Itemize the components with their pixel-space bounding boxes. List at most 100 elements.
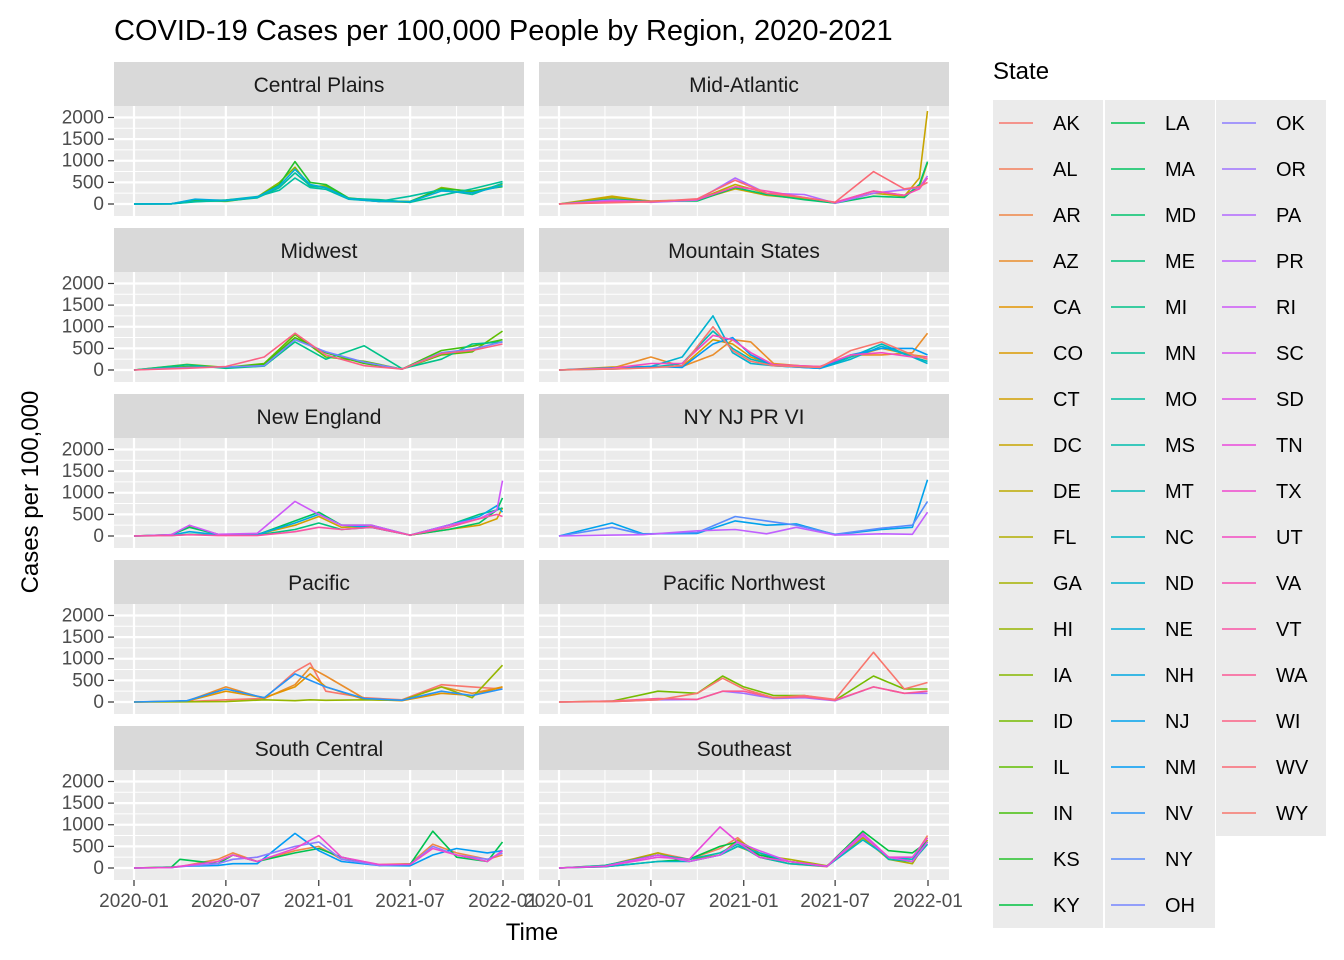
series-lines <box>133 160 503 205</box>
x-tick-label: 2022-01 <box>468 891 538 912</box>
panel-mid-atlantic: Mid-Atlantic <box>539 62 949 216</box>
legend-entry-mn: MN <box>1111 343 1196 365</box>
legend-entry-wa: WA <box>1222 665 1308 687</box>
y-tick-label: 500 <box>72 670 104 691</box>
x-tick-label: 2020-07 <box>616 891 686 912</box>
legend-label: GA <box>1053 573 1083 595</box>
legend-label: MD <box>1165 205 1196 227</box>
legend-entry-nd: ND <box>1111 573 1194 595</box>
x-tick-label: 2021-01 <box>709 891 779 912</box>
legend-entry-sd: SD <box>1222 389 1304 411</box>
legend-entry-wy: WY <box>1222 803 1308 825</box>
legend: State AK AL AR AZ CA CO CT DC DE FL GA HI IA ID IL IN KS… <box>993 58 1326 928</box>
legend-entry-sc: SC <box>1222 343 1304 365</box>
facet-strip <box>114 560 524 604</box>
legend-entry-vt: VT <box>1222 619 1302 641</box>
legend-label: CA <box>1053 297 1081 319</box>
series-lines <box>133 480 504 537</box>
series-line-pr <box>558 511 929 537</box>
legend-entry-hi: HI <box>999 619 1073 641</box>
legend-label: WV <box>1276 757 1309 779</box>
legend-entry-oh: OH <box>1111 895 1195 917</box>
y-tick-label: 1000 <box>62 483 104 504</box>
y-tick-label: 500 <box>72 504 104 525</box>
legend-entry-nc: NC <box>1111 527 1194 549</box>
legend-label: IL <box>1053 757 1070 779</box>
legend-entry-ma: MA <box>1111 159 1196 181</box>
facet-label: New England <box>257 406 382 429</box>
facet-strip <box>539 560 949 604</box>
facet-strip <box>114 228 524 272</box>
series-line-wa <box>558 686 928 703</box>
series-line-wv <box>558 170 928 205</box>
series-lines <box>558 651 928 703</box>
series-line-la <box>133 830 504 869</box>
legend-entry-ny: NY <box>1111 849 1193 871</box>
legend-entry-wv: WV <box>1222 757 1309 779</box>
series-line-mo <box>133 177 503 205</box>
legend-label: WY <box>1276 803 1308 825</box>
x-tick-label: 2022-01 <box>893 891 963 912</box>
x-tick-label: 2021-01 <box>284 891 354 912</box>
legend-entry-mo: MO <box>1111 389 1197 411</box>
legend-entry-ut: UT <box>1222 527 1303 549</box>
legend-entry-az: AZ <box>999 251 1079 273</box>
legend-entry-fl: FL <box>999 527 1076 549</box>
y-axis-title: Cases per 100,000 <box>17 391 44 594</box>
legend-entry-ar: AR <box>999 205 1081 227</box>
legend-label: NM <box>1165 757 1196 779</box>
series-line-ne <box>133 168 503 205</box>
legend-column-background <box>1105 100 1215 928</box>
legend-entry-ri: RI <box>1222 297 1296 319</box>
legend-label: CT <box>1053 389 1080 411</box>
legend-label: TN <box>1276 435 1303 457</box>
legend-column-background <box>993 100 1103 928</box>
x-tick-label: 2021-07 <box>800 891 870 912</box>
series-line-wi <box>133 332 503 371</box>
x-tick-label: 2020-01 <box>524 891 594 912</box>
legend-label: MI <box>1165 297 1187 319</box>
facet-label: Pacific Northwest <box>663 572 825 595</box>
series-line-ny <box>558 500 929 537</box>
legend-entry-ct: CT <box>999 389 1080 411</box>
y-tick-label: 500 <box>72 836 104 857</box>
y-tick-label: 0 <box>93 360 104 381</box>
legend-label: IA <box>1053 665 1073 687</box>
legend-label: SC <box>1276 343 1304 365</box>
legend-entry-va: VA <box>1222 573 1302 595</box>
legend-label: PA <box>1276 205 1302 227</box>
legend-entry-co: CO <box>999 343 1083 365</box>
legend-entry-nm: NM <box>1111 757 1196 779</box>
panel-ny-nj-pr-vi: NY NJ PR VI <box>539 394 949 548</box>
series-line-ma <box>133 497 504 537</box>
facet-label: Midwest <box>280 240 357 263</box>
facet-strip <box>114 726 524 770</box>
legend-label: DE <box>1053 481 1081 503</box>
facet-label: Mountain States <box>668 240 820 263</box>
series-lines <box>133 830 504 869</box>
y-tick-label: 0 <box>93 526 104 547</box>
legend-entry-id: ID <box>999 711 1073 733</box>
legend-label: IN <box>1053 803 1073 825</box>
legend-label: ID <box>1053 711 1073 733</box>
legend-label: MS <box>1165 435 1195 457</box>
y-tick-label: 2000 <box>62 439 104 460</box>
legend-entry-wi: WI <box>1222 711 1300 733</box>
legend-entry-il: IL <box>999 757 1070 779</box>
legend-label: MT <box>1165 481 1194 503</box>
y-tick-label: 1500 <box>62 627 104 648</box>
facet-strip <box>539 394 949 438</box>
legend-entry-ga: GA <box>999 573 1083 595</box>
legend-label: AR <box>1053 205 1081 227</box>
legend-entry-mt: MT <box>1111 481 1194 503</box>
series-line-tx <box>133 834 503 869</box>
legend-entry-pr: PR <box>1222 251 1304 273</box>
series-lines <box>558 479 929 537</box>
series-line-ak <box>558 651 928 703</box>
legend-label: NV <box>1165 803 1193 825</box>
legend-label: AL <box>1053 159 1077 181</box>
legend-entry-or: OR <box>1222 159 1306 181</box>
x-axis: 2020-01 2020-07 2021-01 2021-07 2022-012020-… <box>99 880 963 912</box>
legend-label: NH <box>1165 665 1194 687</box>
